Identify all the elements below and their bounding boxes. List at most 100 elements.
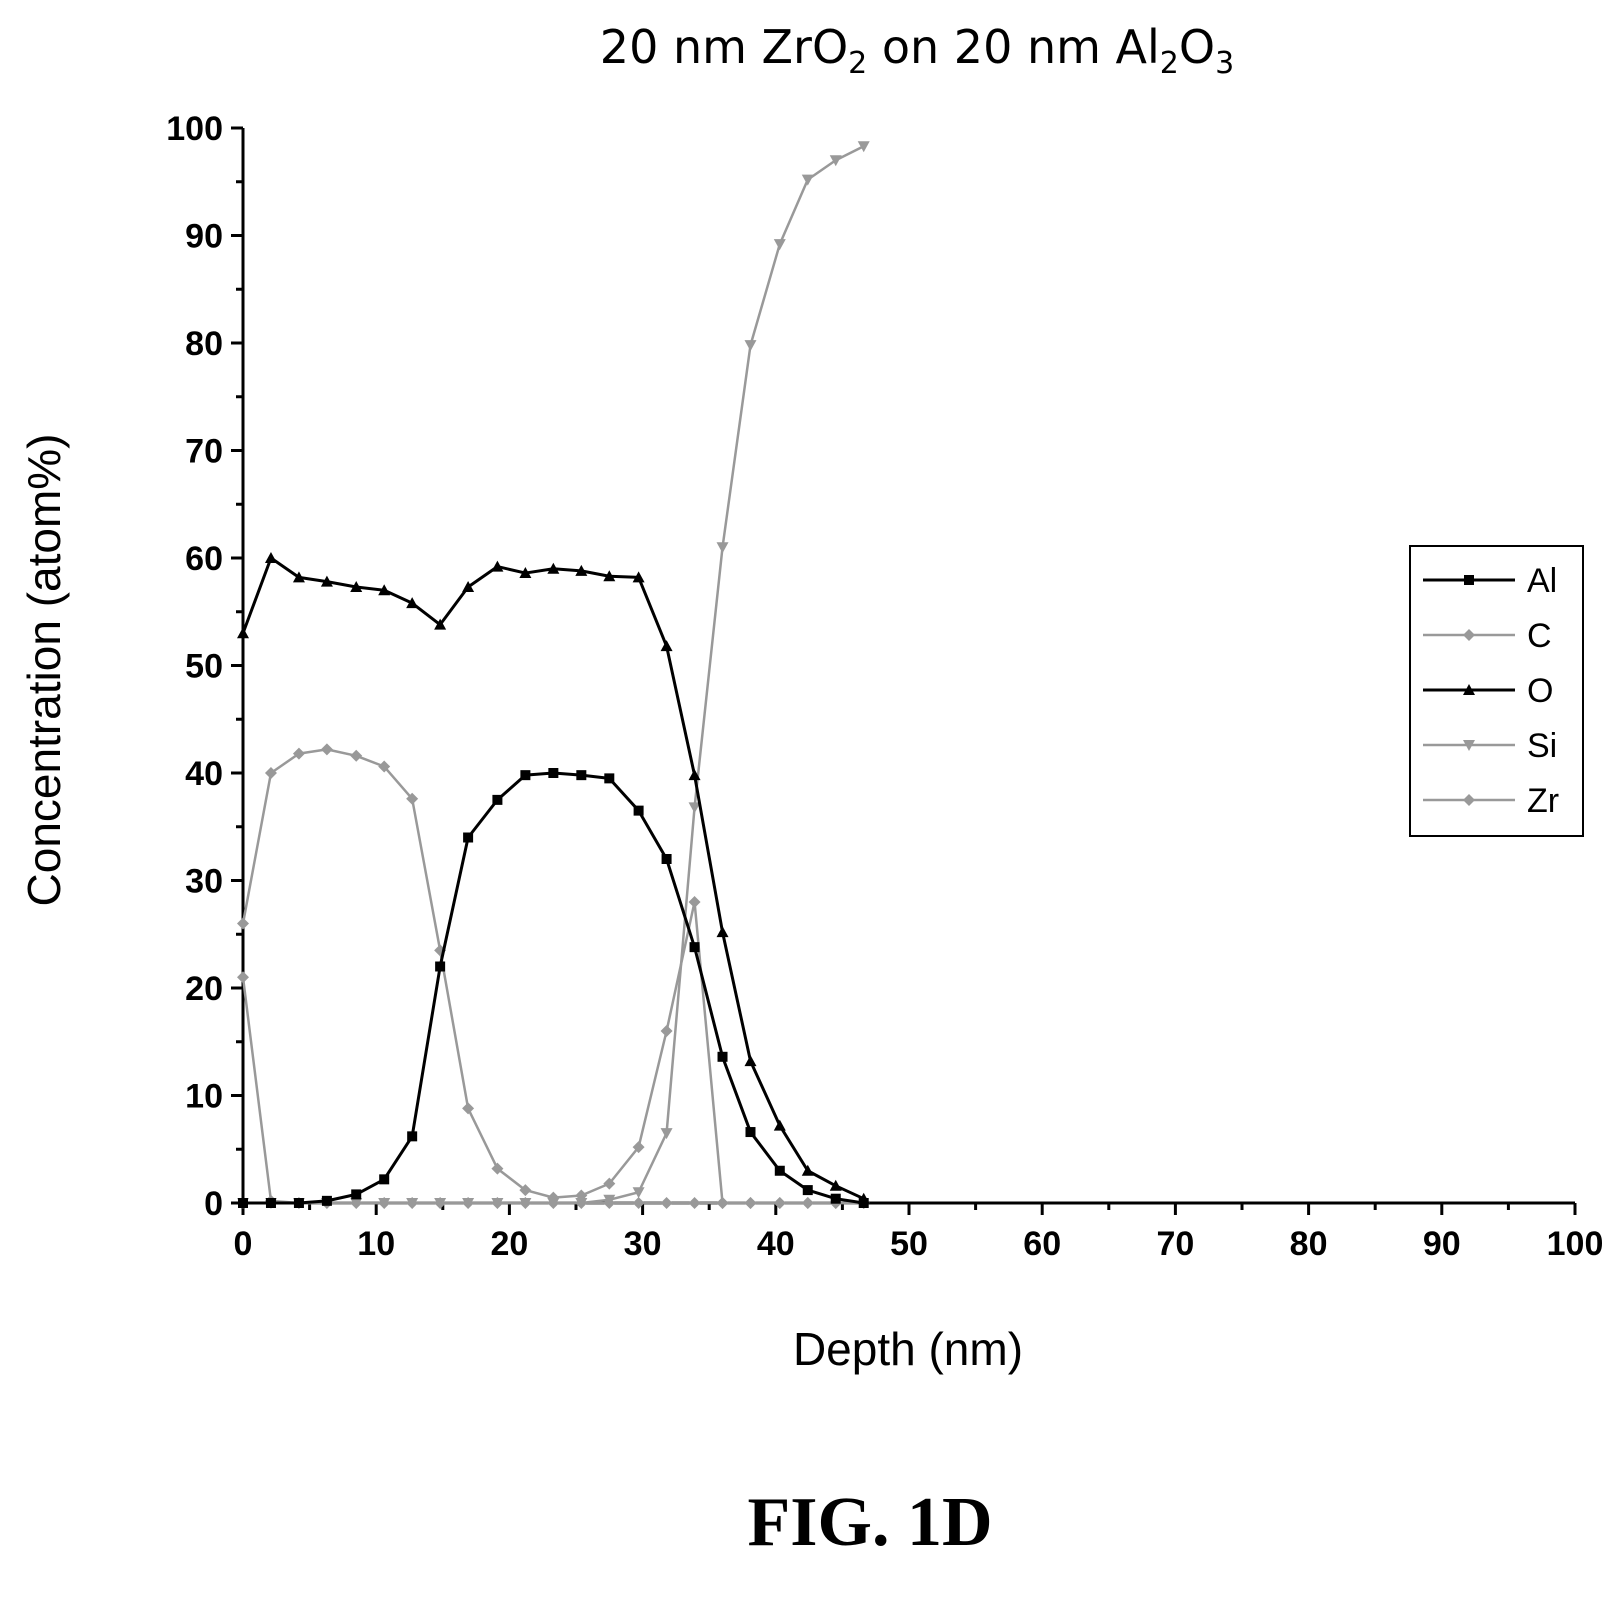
data-point-al <box>238 1198 248 1208</box>
y-tick-label: 100 <box>166 110 223 148</box>
y-tick-label: 60 <box>185 540 223 578</box>
axes <box>241 128 1575 1205</box>
legend-marker-si <box>1463 740 1475 751</box>
series-line-al <box>243 771 864 1205</box>
series-line-o <box>241 556 865 1201</box>
series-al <box>238 768 869 1208</box>
x-tick-label: 0 <box>234 1225 253 1263</box>
series-o <box>237 552 870 1204</box>
data-point-al <box>689 942 700 953</box>
data-point-si <box>462 1198 475 1209</box>
y-axis-label: Concentration (atom%) <box>18 434 70 907</box>
data-point-si <box>575 1198 588 1209</box>
data-point-zr <box>688 896 701 908</box>
data-point-o <box>406 597 419 609</box>
y-tick-label: 50 <box>185 648 223 686</box>
data-point-si <box>491 1198 504 1209</box>
data-point-al <box>576 770 587 781</box>
data-point-o <box>773 1119 786 1131</box>
data-point-si <box>801 174 814 186</box>
data-point-zr <box>320 743 333 756</box>
data-point-zr <box>292 747 305 760</box>
data-point-zr <box>575 1189 588 1202</box>
data-point-al <box>492 794 503 805</box>
series-line-si <box>243 145 865 1205</box>
series-line-c <box>241 977 864 1205</box>
data-point-o <box>462 581 475 593</box>
series-lines <box>237 141 870 1209</box>
data-point-al <box>830 1193 841 1204</box>
data-point-al <box>548 768 559 778</box>
legend-marker-c <box>1463 629 1475 641</box>
data-point-al <box>435 961 446 972</box>
data-point-al <box>633 805 644 816</box>
data-point-zr <box>547 1191 560 1204</box>
data-point-zr <box>801 1197 814 1209</box>
data-point-al <box>463 832 474 843</box>
data-point-o <box>378 584 391 596</box>
data-point-al <box>661 854 672 864</box>
data-point-o <box>575 564 588 576</box>
data-point-al <box>265 1198 276 1208</box>
data-point-si <box>744 340 757 352</box>
x-tick-label: 60 <box>1023 1225 1061 1263</box>
data-point-al <box>520 770 531 781</box>
y-tick-label: 20 <box>185 970 223 1008</box>
data-point-o <box>264 552 277 563</box>
data-point-o <box>744 1055 757 1067</box>
data-point-o <box>292 571 305 583</box>
data-point-zr <box>773 1197 786 1209</box>
axis-ticks: 0 10 20 30 40 50 60 70 80 90 100 0 10 20 30 40 50 60 70 80 9… <box>166 110 1603 1263</box>
data-point-si <box>773 239 786 251</box>
data-point-si <box>378 1198 391 1209</box>
y-tick-label: 80 <box>185 325 223 363</box>
data-point-zr <box>350 749 363 762</box>
y-tick-label: 40 <box>185 755 223 793</box>
data-point-o <box>320 575 333 587</box>
data-point-zr <box>632 1141 645 1154</box>
legend-label-zr: Zr <box>1527 782 1559 820</box>
data-point-o <box>491 560 504 572</box>
data-point-o <box>350 581 363 593</box>
legend-marker-o <box>1463 684 1475 695</box>
x-tick-label: 70 <box>1156 1225 1194 1263</box>
data-point-c <box>688 1197 701 1209</box>
data-point-si <box>660 1128 673 1140</box>
data-point-si <box>519 1198 532 1209</box>
data-point-o <box>547 562 560 574</box>
data-point-al <box>604 773 615 784</box>
y-tick-label: 30 <box>185 863 223 901</box>
legend-label-si: Si <box>1527 727 1557 765</box>
data-point-zr <box>491 1162 504 1175</box>
data-point-al <box>379 1174 390 1185</box>
data-point-al <box>351 1189 362 1200</box>
data-point-o <box>829 1179 842 1191</box>
legend-marker-al <box>1464 575 1474 585</box>
data-point-si <box>857 141 870 153</box>
data-point-o <box>716 926 729 938</box>
x-tick-label: 30 <box>624 1225 662 1263</box>
x-tick-label: 20 <box>490 1225 528 1263</box>
series-si <box>237 141 870 1209</box>
legend: Al CO Si Zr <box>1409 545 1584 837</box>
data-point-al <box>293 1198 304 1208</box>
x-axis-label: Depth (nm) <box>793 1323 1023 1375</box>
data-point-al <box>321 1195 332 1206</box>
data-point-zr <box>264 767 277 779</box>
series-line-zr <box>241 748 864 1205</box>
legend-entry-c: C <box>1423 617 1552 655</box>
data-point-zr <box>744 1197 757 1209</box>
data-point-zr <box>519 1184 532 1197</box>
y-tick-label: 0 <box>204 1185 223 1223</box>
data-point-c <box>632 1197 645 1209</box>
data-point-si <box>829 155 842 167</box>
data-point-o <box>632 571 645 583</box>
data-point-al <box>802 1185 813 1196</box>
data-point-zr <box>462 1102 475 1115</box>
data-point-si <box>406 1198 419 1209</box>
data-point-o <box>801 1164 814 1176</box>
legend-entry-al: Al <box>1423 562 1557 600</box>
legend-label-c: C <box>1527 617 1552 655</box>
data-point-si <box>350 1198 363 1209</box>
